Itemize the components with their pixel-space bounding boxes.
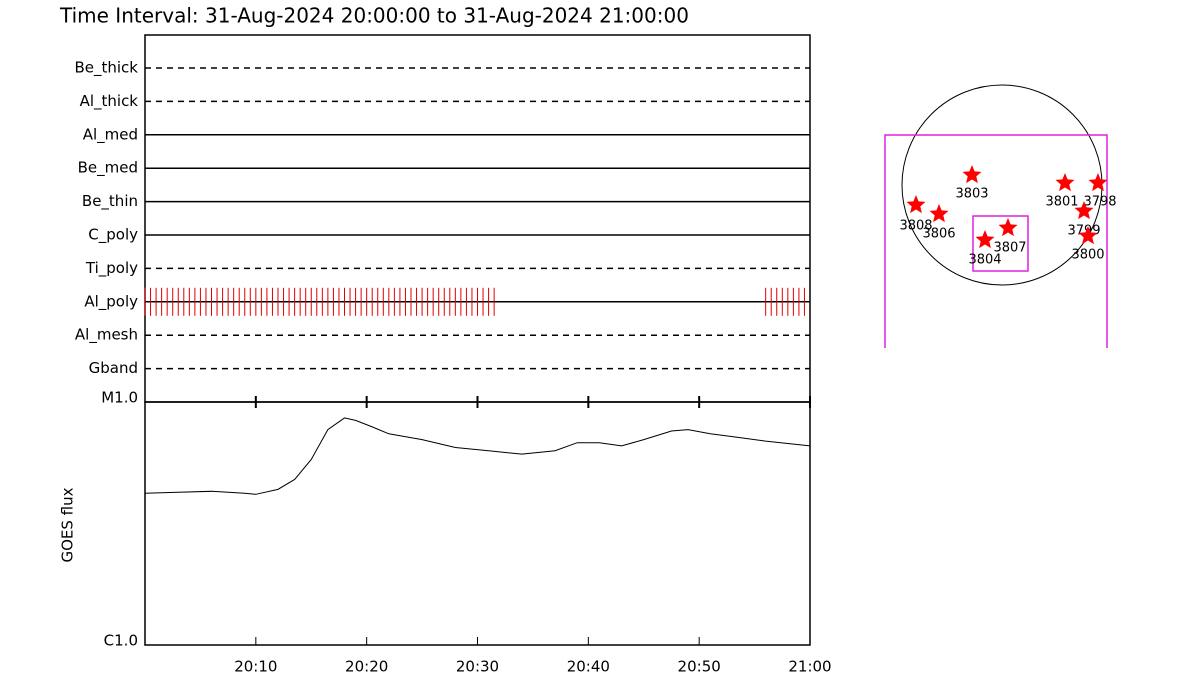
filter-label: Al_thick (80, 92, 139, 111)
fov-inner (972, 215, 1029, 272)
region-star (1055, 173, 1075, 192)
filter-label: Al_med (83, 125, 138, 144)
region-label: 3806 (922, 227, 955, 242)
x-tick-label: 21:00 (788, 658, 831, 676)
region-label: 3803 (955, 187, 988, 202)
y-axis-label: GOES flux (59, 487, 77, 562)
region-star (998, 218, 1018, 237)
region-star (975, 230, 995, 249)
x-tick-label: 20:20 (345, 658, 388, 676)
x-tick-label: 20:30 (456, 658, 499, 676)
filter-label: Be_thin (82, 192, 138, 211)
region-label: 3808 (899, 219, 932, 234)
region-label: 3807 (993, 241, 1026, 256)
fov-box (884, 134, 1108, 348)
goes-curve (144, 417, 811, 495)
filter-label: Be_thick (74, 59, 138, 78)
x-tick-label: 20:10 (234, 658, 277, 676)
region-label: 3801 (1045, 195, 1078, 210)
region-star (962, 165, 982, 184)
region-star (929, 204, 949, 223)
filter-label: Al_mesh (75, 326, 138, 345)
chart-title: Time Interval: 31-Aug-2024 20:00:00 to 3… (59, 4, 689, 28)
filter-label: C_poly (88, 226, 138, 245)
filter-label: Ti_poly (85, 259, 138, 278)
region-label: 3798 (1083, 195, 1116, 210)
filter-label: Be_med (78, 159, 138, 178)
y-tick-label: M1.0 (101, 389, 138, 407)
region-star (1088, 173, 1108, 192)
region-star (906, 195, 926, 214)
x-tick-label: 20:50 (678, 658, 721, 676)
region-label: 3804 (968, 253, 1001, 268)
region-label: 3800 (1071, 248, 1104, 263)
y-tick-label: C1.0 (104, 632, 138, 650)
goes-frame (144, 401, 811, 646)
region-star (1074, 201, 1094, 220)
filter-label: Al_poly (84, 292, 138, 311)
x-tick-label: 20:40 (567, 658, 610, 676)
filter-label: Gband (89, 359, 138, 377)
timeline-frame (144, 34, 811, 403)
sun-map (884, 84, 1108, 348)
region-star (1078, 226, 1098, 245)
